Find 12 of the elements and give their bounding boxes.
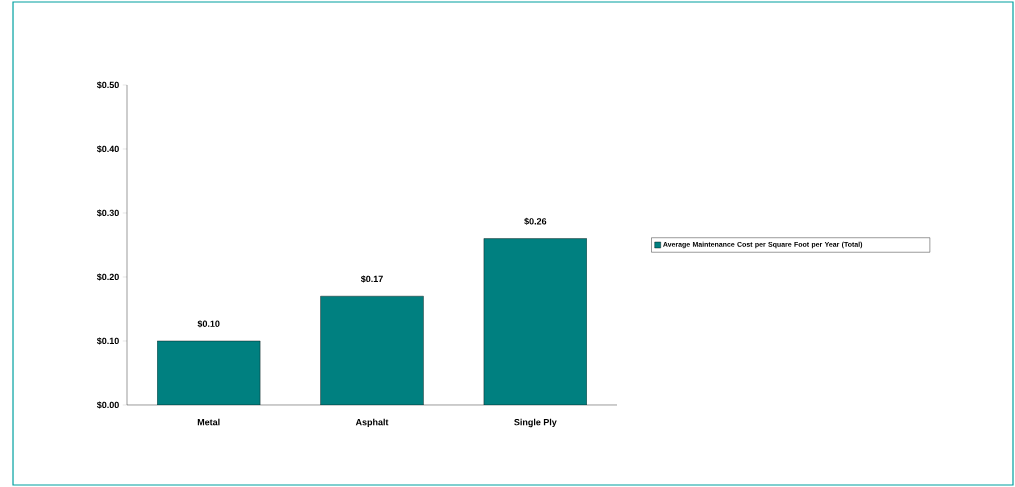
- data-label: $0.17: [360, 275, 383, 283]
- data-label: $0.26: [524, 217, 547, 226]
- x-tick-label: Single Ply: [514, 418, 557, 428]
- y-tick-label: $0.30: [96, 209, 119, 217]
- y-tick-label: $0.20: [96, 273, 119, 281]
- data-label: $0.10: [197, 320, 220, 328]
- y-tick-label: $0.00: [96, 401, 119, 409]
- x-tick-label: Metal: [197, 418, 220, 426]
- y-tick-label: $0.50: [96, 81, 119, 89]
- y-tick-label: $0.10: [96, 337, 119, 345]
- x-tick-label: Asphalt: [355, 418, 389, 428]
- y-tick-label: $0.40: [96, 145, 119, 153]
